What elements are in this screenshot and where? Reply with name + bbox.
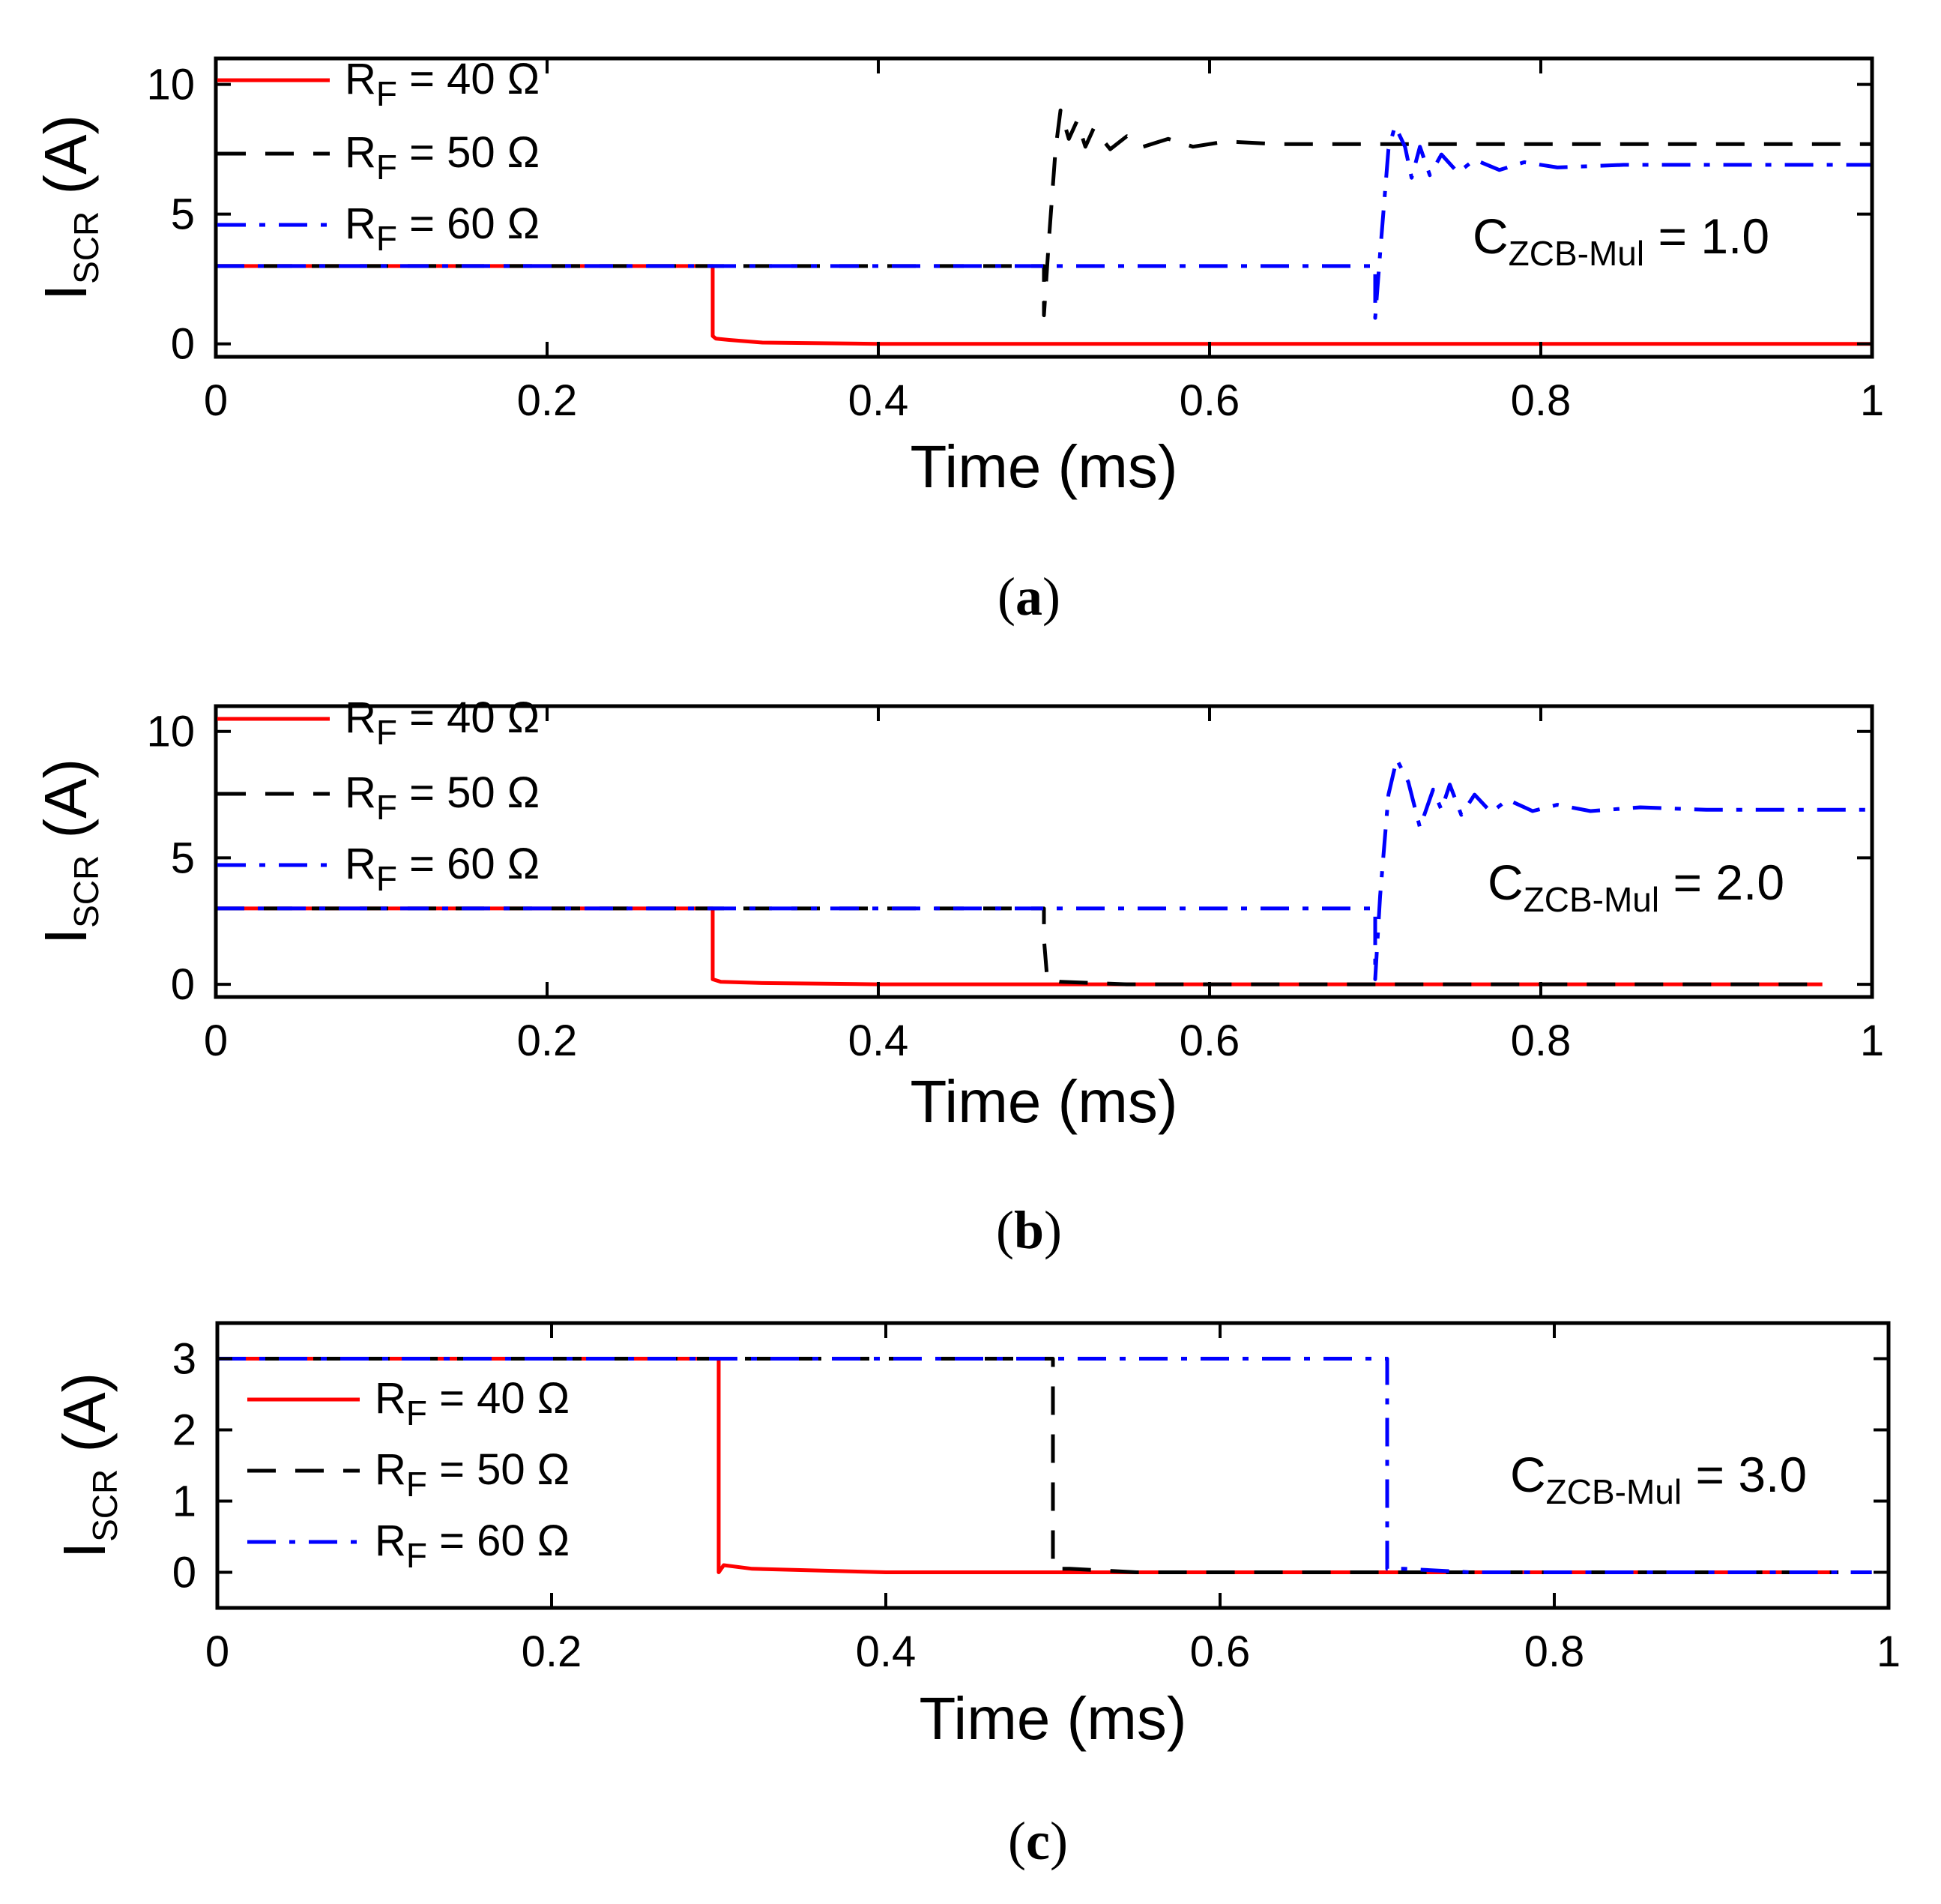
y-axis-title: ISCR (A) [32,115,106,301]
x-tick-label: 0.2 [522,1627,582,1676]
panel-caption: (a) [997,567,1060,627]
legend-label: RF = 50 Ω [375,1445,570,1504]
x-axis-title: Time (ms) [911,433,1178,500]
x-tick-label: 0.2 [517,376,578,425]
y-tick-label: 0 [172,1549,196,1597]
x-tick-label: 0 [204,376,228,425]
x-tick-label: 0.6 [1180,376,1240,425]
c-zcb-mul-annotation: CZCB-Mul = 2.0 [1488,855,1784,919]
c-zcb-mul-annotation: CZCB-Mul = 3.0 [1510,1447,1807,1511]
x-tick-label: 0 [205,1627,229,1676]
legend-label: RF = 50 Ω [345,768,540,827]
legend-label: RF = 60 Ω [345,199,540,258]
y-axis-title: ISCR (A) [51,1373,124,1558]
x-axis-title: Time (ms) [911,1068,1178,1135]
x-tick-label: 0.2 [517,1016,578,1065]
x-tick-label: 0.4 [848,1016,909,1065]
legend-label: RF = 50 Ω [345,128,540,187]
x-axis-title: Time (ms) [920,1685,1187,1752]
x-tick-label: 0.8 [1511,1016,1572,1065]
plot-frame [214,704,1874,999]
x-tick-label: 1 [1860,376,1884,425]
panel-c: 0 0.2 0.4 0.6 0.8 1 0 1 2 3 Time (ms) ISCR (A) RF = … [51,1321,1901,1871]
x-tick-label: 0.8 [1524,1627,1585,1676]
x-tick-label: 0.6 [1190,1627,1251,1676]
y-tick-label: 5 [171,834,195,882]
plot-frame [215,1321,1891,1610]
panel-caption: (b) [996,1200,1062,1260]
x-tick-label: 0.8 [1511,376,1572,425]
x-tick-label: 0.6 [1180,1016,1240,1065]
y-tick-label: 3 [172,1335,196,1384]
plot-frame [214,56,1874,359]
y-tick-label: 2 [172,1406,196,1455]
y-axis-title-group: ISCR (A) [32,115,106,301]
series-line-60-ohm [216,757,1872,981]
y-tick-label: 10 [146,708,195,756]
legend-label: RF = 60 Ω [345,840,540,898]
legend-label: RF = 40 Ω [375,1374,570,1432]
y-axis-title-group: ISCR (A) [32,759,106,945]
x-tick-label: 1 [1877,1627,1901,1676]
y-tick-label: 10 [146,61,195,109]
y-tick-label: 0 [171,320,195,369]
y-tick-label: 0 [171,960,195,1009]
x-tick-label: 0.4 [848,376,909,425]
panel-caption: (c) [1008,1811,1068,1871]
y-axis-title: ISCR (A) [32,759,106,945]
y-tick-label: 5 [171,190,195,239]
legend-label: RF = 60 Ω [375,1516,570,1575]
y-axis-title-group: ISCR (A) [51,1373,124,1558]
legend-label: RF = 40 Ω [345,55,540,113]
legend-label: RF = 40 Ω [345,693,540,752]
series-line-50-ohm [216,108,1872,318]
x-tick-label: 1 [1860,1016,1884,1065]
x-tick-label: 0.4 [856,1627,917,1676]
series-line-40-ohm [216,906,1823,986]
c-zcb-mul-annotation: CZCB-Mul = 1.0 [1473,208,1769,273]
y-tick-label: 1 [172,1477,196,1526]
series-line-40-ohm [216,264,1872,346]
series-line-50-ohm [216,906,1823,986]
x-tick-label: 0 [204,1016,228,1065]
